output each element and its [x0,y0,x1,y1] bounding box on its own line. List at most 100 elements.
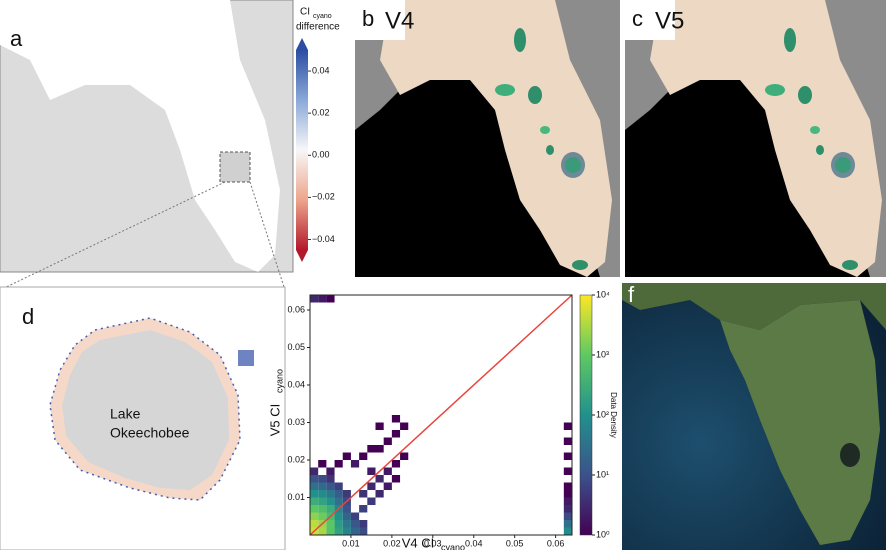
heatmap-cell [318,498,326,506]
panel-label: b [362,6,374,31]
colorbar-tick-label: 0.00 [312,150,330,160]
heatmap-cell [335,520,343,528]
heatmap-cell [326,475,334,483]
colorbar-title: CI [300,7,310,18]
y-axis-label: V5 CI [267,404,282,437]
heatmap-cell [326,295,334,303]
colorbar-tick-label: −0.02 [312,192,335,202]
heatmap-cell [326,528,334,536]
heatmap-cell [351,520,359,528]
heatmap-cell [376,490,384,498]
heatmap-cell [351,528,359,536]
heatmap-cell [326,520,334,528]
y-axis-label-sub: cyano [274,369,284,393]
panel-label: f [628,282,635,307]
heatmap-cell [359,528,367,536]
heatmap-cell [310,468,318,476]
heatmap-cell [367,468,375,476]
heatmap-cell [326,483,334,491]
panel-label: c [632,6,643,31]
heatmap-cell [318,460,326,468]
heatmap-cell [564,528,572,536]
heatmap-cell [326,490,334,498]
heatmap-cell [335,490,343,498]
heatmap-cell [359,520,367,528]
x-tick-label: 0.02 [383,538,401,548]
colorbar-extend [296,250,308,262]
y-tick-label: 0.06 [287,304,305,314]
heatmap-cell [310,513,318,521]
heatmap-cell [335,528,343,536]
x-axis-label-sub: cyano [441,542,465,550]
heatmap-cell [318,528,326,536]
heatmap-cell [564,468,572,476]
heatmap-cell [310,490,318,498]
heatmap-cell [326,505,334,513]
x-tick-label: 0.04 [465,538,483,548]
panel-e: e 0.010.020.030.040.050.060.010.020.030.… [267,289,617,550]
colorbar-title: difference [296,22,340,33]
heatmap-cell [564,453,572,461]
lake-label: Lake [110,406,141,422]
heatmap-cell [367,445,375,453]
heatmap-cell [564,505,572,513]
heatmap-cell [343,490,351,498]
heatmap-cell [335,513,343,521]
y-tick-label: 0.04 [287,379,305,389]
colorbar-tick-label: 0.04 [312,65,330,75]
heatmap-cell [310,475,318,483]
colorbar-tick-label: 0.02 [312,108,330,118]
heatmap-cell [359,490,367,498]
y-tick-label: 0.05 [287,342,305,352]
y-tick-label: 0.03 [287,417,305,427]
colorbar [580,295,592,535]
colorbar-tick-label: 10² [596,409,609,419]
heatmap-cell [367,498,375,506]
heatmap-cell [376,423,384,431]
lake [840,443,860,467]
heatmap-cell [343,520,351,528]
heatmap-cell [564,513,572,521]
heatmap-cell [318,483,326,491]
y-tick-label: 0.02 [287,454,305,464]
heatmap-cell [351,513,359,521]
heatmap-cell [384,483,392,491]
heatmap-cell [335,483,343,491]
heatmap-cell [367,483,375,491]
heatmap-cell [384,468,392,476]
panel-title: V4 [385,7,414,34]
x-tick-label: 0.06 [547,538,565,548]
heatmap-cell [310,498,318,506]
heatmap-cell [343,513,351,521]
x-tick-label: 0.05 [506,538,524,548]
heatmap-cell [310,505,318,513]
panel-f: f [622,282,886,550]
heatmap-cell [564,498,572,506]
heatmap-cell [392,460,400,468]
map-v5 [625,0,886,277]
heatmap-cell [318,505,326,513]
heatmap-cell [310,483,318,491]
heatmap-cell [392,430,400,438]
colorbar-extend [296,38,308,50]
heatmap-cell [400,423,408,431]
heatmap-cell [376,475,384,483]
heatmap-cell [376,445,384,453]
heatmap-cell [343,528,351,536]
panel-a: a CI cyano difference [0,0,340,272]
heatmap-cell [318,490,326,498]
pixels [238,350,254,366]
y-tick-label: 0.01 [287,492,305,502]
colorbar-title-sub: cyano [313,13,332,20]
heatmap-cell [359,505,367,513]
heatmap-cell [564,438,572,446]
heatmap-cell [359,453,367,461]
heatmap-cell [310,520,318,528]
heatmap-cell [335,498,343,506]
panel-d: d Lake Okeechobee [0,287,285,550]
heatmap-cell [392,415,400,423]
heatmap-cell [326,468,334,476]
colorbar-tick-label: −0.04 [312,234,335,244]
colorbar-tick-label: 10¹ [596,469,609,479]
lake-label: Okeechobee [110,425,190,441]
